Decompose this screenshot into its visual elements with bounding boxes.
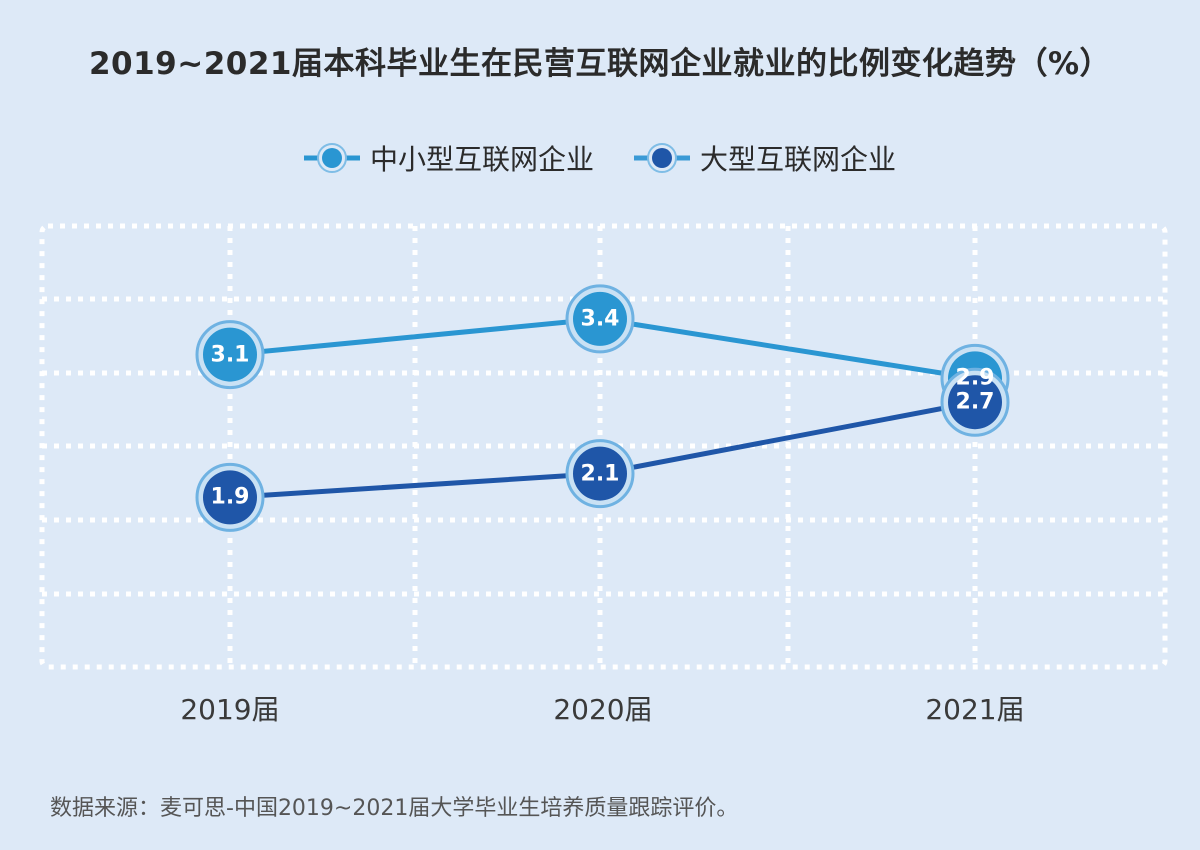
data-label: 2.7 [955,389,995,415]
line-circle-marker-icon [634,143,690,173]
data-point-marker [195,462,265,532]
x-tick-label: 2020届 [553,693,653,726]
data-label: 3.1 [210,342,250,368]
data-point-marker [565,284,635,354]
chart-title: 2019~2021届本科毕业生在民营互联网企业就业的比例变化趋势（%） [88,46,1112,82]
data-point-marker [195,320,265,390]
data-source-note: 数据来源：麦可思-中国2019~2021届大学毕业生培养质量跟踪评价。 [50,796,739,821]
data-point-marker [565,439,635,509]
x-tick-label: 2021届 [925,693,1025,726]
legend-label: 大型互联网企业 [700,143,897,176]
data-point-marker [940,367,1010,437]
line-circle-marker-icon [303,143,360,173]
legend: 中小型互联网企业 大型互联网企业 [0,138,1200,178]
legend-item-small-medium: 中小型互联网企业 [303,138,594,178]
data-label: 2.1 [580,461,620,487]
x-tick-label: 2019届 [180,693,280,726]
data-label: 1.9 [210,484,250,510]
data-label: 2.9 [955,365,995,391]
data-label: 3.4 [580,306,620,332]
legend-label: 中小型互联网企业 [369,143,594,176]
series-points [195,284,1010,532]
legend-item-large: 大型互联网企业 [634,138,896,178]
